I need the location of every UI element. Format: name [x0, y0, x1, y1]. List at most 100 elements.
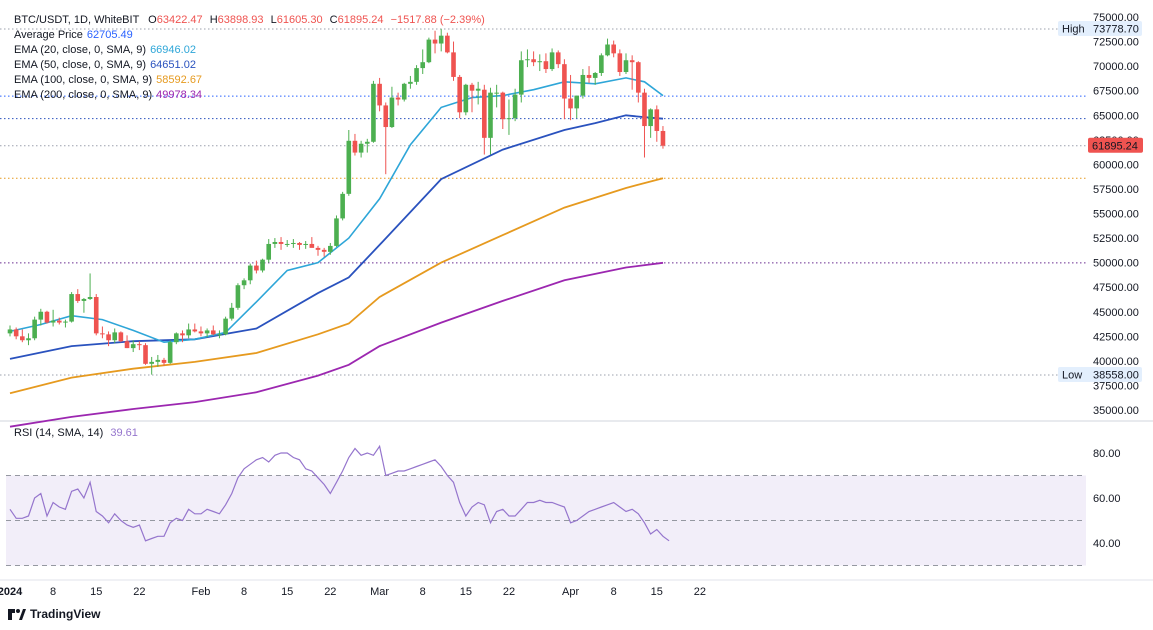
candle [44, 310, 50, 324]
candle [426, 37, 432, 64]
candle [81, 297, 87, 313]
candle-body [660, 130, 666, 146]
candle-body [100, 333, 105, 335]
candle-body [63, 321, 68, 323]
price-tick-label: 55000.00 [1093, 209, 1139, 221]
candle-body [592, 73, 598, 78]
candle-body [426, 39, 432, 63]
indicator-row[interactable]: Average Price 62705.49 [14, 28, 485, 43]
indicator-row[interactable]: EMA (50, close, 0, SMA, 9) 64651.02 [14, 58, 485, 73]
candle [69, 292, 74, 323]
candle-body [50, 320, 56, 323]
candle-body [605, 44, 610, 56]
candle [500, 91, 506, 130]
price-tick-label: 47500.00 [1093, 282, 1139, 294]
tradingview-logo[interactable]: TradingView [8, 607, 100, 621]
candle-body [445, 35, 450, 53]
candle [321, 247, 327, 257]
tradingview-icon [8, 608, 26, 620]
candle [229, 302, 235, 321]
candle [525, 49, 530, 68]
candle-body [26, 338, 31, 341]
candle-body [432, 39, 438, 44]
low-value: 61605.30 [276, 14, 323, 26]
candle [549, 48, 555, 72]
indicator-row[interactable]: EMA (200, close, 0, SMA, 9) 49978.34 [14, 88, 485, 103]
candle-body [38, 311, 44, 320]
candle [38, 308, 44, 326]
candle-body [223, 318, 228, 335]
candle-body [352, 140, 358, 153]
candle [654, 105, 660, 142]
candle [315, 245, 321, 256]
candle [352, 133, 358, 156]
candle-body [303, 243, 308, 245]
candle [445, 32, 450, 54]
indicator-label: EMA (50, close, 0, SMA, 9) [14, 59, 147, 71]
candle [167, 340, 173, 364]
candle-body [161, 359, 167, 363]
price-tick-label: 50000.00 [1093, 258, 1139, 270]
time-axis[interactable]: 2024 8 15 22 Feb 8 15 22 Mar 8 15 22 Apr 8 15 22 [0, 586, 706, 598]
candle-body [7, 329, 13, 334]
candle [130, 340, 136, 353]
candle-body [488, 92, 493, 138]
price-axis[interactable]: 75000.0072500.0070000.0067500.0065000.00… [1093, 12, 1139, 550]
candle-body [266, 243, 272, 260]
candle [562, 59, 567, 120]
candlesticks [7, 28, 666, 375]
candle-body [112, 332, 118, 341]
candle-body [555, 52, 561, 65]
candle-body [463, 84, 469, 113]
candle [204, 328, 210, 338]
candle-body [525, 59, 530, 61]
time-tick-label: Feb [191, 586, 210, 598]
candle [87, 273, 93, 300]
candle [518, 51, 524, 103]
candle-body [291, 242, 296, 244]
candle [63, 319, 68, 328]
candle [198, 326, 204, 337]
candle-body [636, 62, 641, 93]
candle-body [174, 333, 179, 343]
time-tick-label: 22 [324, 586, 336, 598]
indicator-row[interactable]: EMA (100, close, 0, SMA, 9) 58592.67 [14, 73, 485, 88]
indicator-row[interactable]: EMA (20, close, 0, SMA, 9) 66946.02 [14, 43, 485, 58]
candle [340, 191, 345, 221]
candle [278, 237, 284, 250]
candle [100, 326, 105, 339]
candle [297, 241, 302, 250]
change-value: −1517.88 (−2.39%) [390, 14, 485, 26]
candle [186, 323, 191, 339]
candle-body [383, 105, 389, 128]
candle [629, 55, 635, 90]
rsi-legend[interactable]: RSI (14, SMA, 14) 39.61 [14, 427, 138, 439]
candle [106, 331, 111, 347]
candle-body [87, 297, 93, 299]
candle-body [648, 109, 653, 127]
candle-body [93, 297, 99, 334]
candle-body [642, 92, 647, 127]
candle-body [272, 241, 278, 244]
candle-body [371, 83, 376, 142]
candle-body [155, 359, 161, 362]
candle [611, 40, 616, 58]
price-tick-label: 52500.00 [1093, 233, 1139, 245]
rsi-label: RSI (14, SMA, 14) [14, 427, 104, 439]
candle-body [586, 74, 592, 78]
candle [75, 289, 81, 303]
candle [599, 53, 604, 76]
candle-body [32, 319, 37, 339]
price-tick-label: 70000.00 [1093, 61, 1139, 73]
candle-body [364, 141, 370, 144]
price-tick-label: 57500.00 [1093, 184, 1139, 196]
candle [408, 75, 413, 89]
rsi-line [9, 444, 670, 542]
candle [488, 87, 493, 155]
candle-body [500, 92, 506, 120]
candle-body [143, 345, 148, 364]
candle [395, 92, 401, 106]
symbol-label[interactable]: BTC/USDT, 1D, WhiteBIT [14, 14, 140, 26]
candle-body [512, 94, 518, 119]
